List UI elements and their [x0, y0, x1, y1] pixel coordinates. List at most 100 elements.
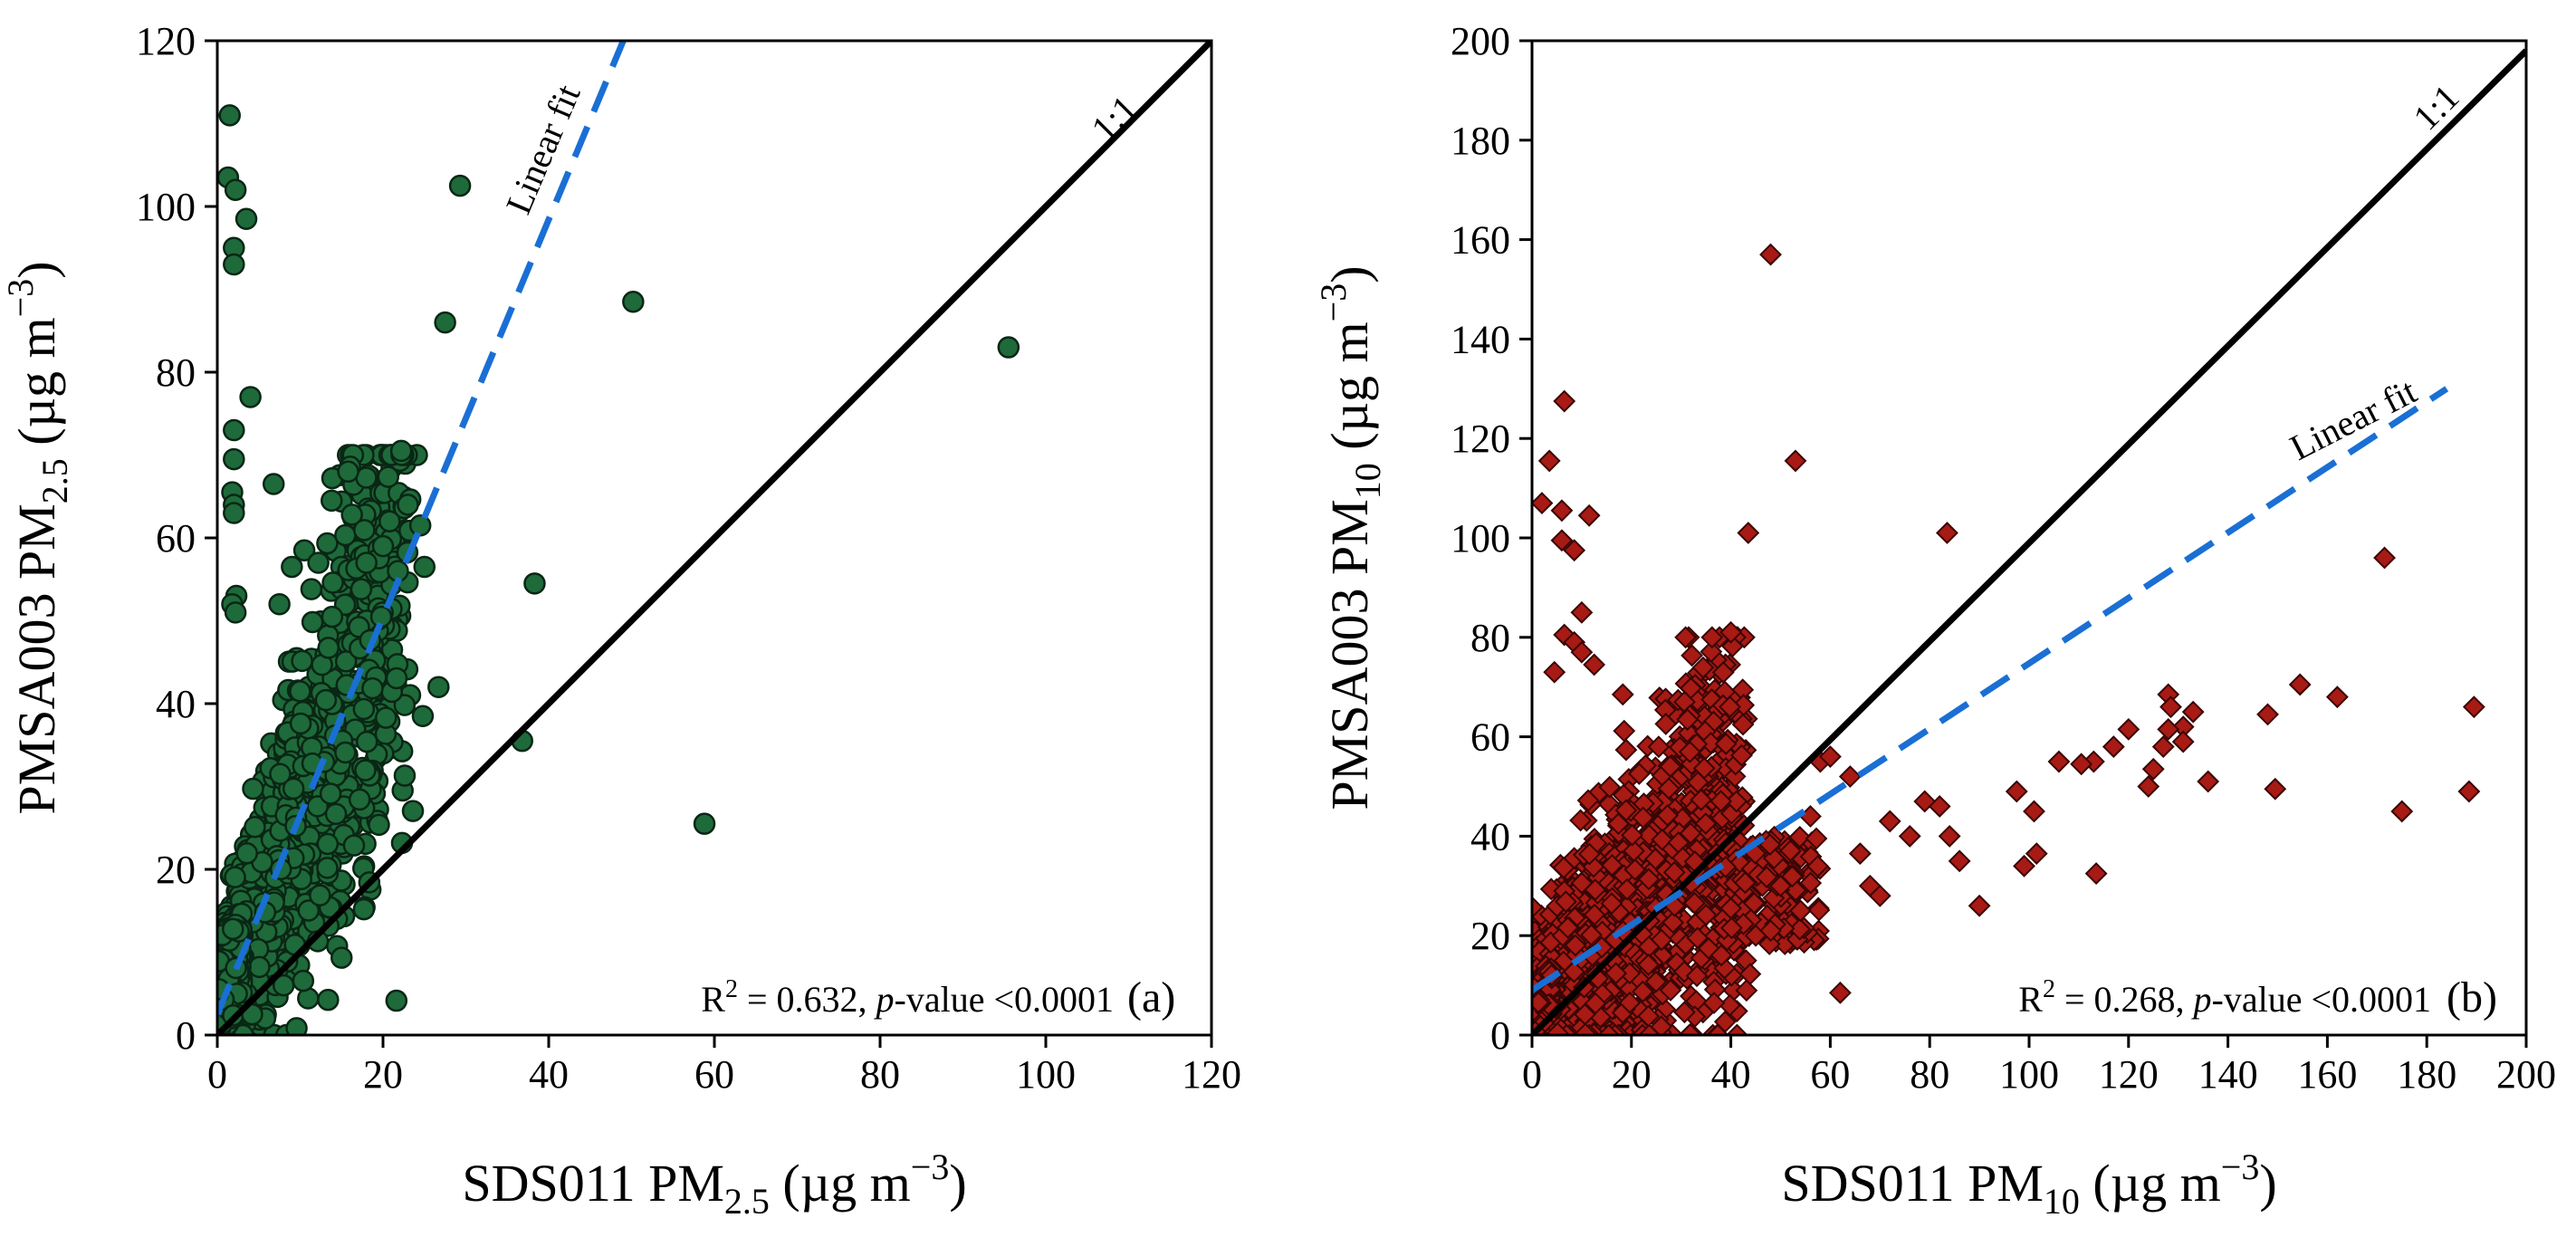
data-point: [1685, 964, 1709, 988]
data-point: [1615, 877, 1639, 901]
data-point: [401, 800, 425, 822]
data-point: [2390, 800, 2414, 823]
y-tick-label: 40: [156, 682, 196, 726]
data-point: [1702, 992, 1726, 1014]
panel-a-linear-fit-label: Linear fit: [498, 79, 589, 220]
data-point: [223, 502, 245, 524]
data-point: [1757, 932, 1781, 955]
data-point: [2325, 686, 2349, 709]
x-tick-label: 80: [860, 1052, 900, 1097]
data-point: [354, 759, 377, 782]
data-point: [1657, 777, 1681, 801]
data-point: [352, 697, 376, 721]
panel-b-points: [1532, 243, 2485, 1035]
x-tick-label: 0: [1522, 1052, 1542, 1097]
data-point: [224, 601, 247, 624]
data-point: [1676, 708, 1700, 732]
data-point: [314, 688, 338, 712]
data-point: [222, 917, 244, 941]
data-point: [2137, 775, 2160, 798]
data-point: [218, 104, 241, 127]
data-point: [2171, 730, 2195, 753]
data-point: [334, 650, 358, 673]
data-point: [352, 897, 376, 921]
data-point: [2197, 770, 2220, 793]
data-point: [1643, 848, 1667, 870]
x-tick-label: 140: [2198, 1052, 2258, 1097]
data-point: [1732, 694, 1756, 717]
y-tick-label: 160: [1451, 218, 1510, 263]
data-point: [289, 712, 312, 735]
data-point: [1613, 719, 1636, 743]
panel-a-one-to-one-label: 1:1: [1083, 87, 1144, 149]
data-point: [1627, 762, 1651, 785]
data-point: [1532, 991, 1550, 1014]
data-point: [1734, 871, 1757, 895]
data-point: [224, 178, 247, 201]
data-point: [1725, 1023, 1748, 1035]
y-tick-label: 100: [136, 185, 196, 229]
data-point: [1807, 898, 1831, 922]
x-tick-label: 60: [1810, 1052, 1850, 1097]
data-point: [2102, 735, 2125, 758]
data-point: [1714, 733, 1738, 755]
data-point: [1755, 866, 1778, 888]
data-point: [1556, 916, 1579, 939]
data-point: [1678, 740, 1701, 763]
data-point: [1711, 661, 1735, 684]
x-tick-label: 0: [207, 1052, 227, 1097]
data-point: [361, 676, 384, 700]
data-point: [1621, 823, 1643, 847]
panel-a-stats: R2 = 0.632, p-value <0.0001: [701, 975, 1114, 1020]
data-point: [1672, 1001, 1696, 1024]
linear-fit-line: [217, 41, 627, 1016]
data-point: [1651, 828, 1674, 851]
y-tick-label: 0: [1490, 1013, 1510, 1058]
data-point: [1659, 978, 1682, 1002]
data-point: [1583, 653, 1606, 676]
data-point: [242, 777, 264, 801]
data-point: [368, 813, 390, 837]
data-point: [1799, 805, 1822, 828]
data-point: [2047, 750, 2071, 773]
panel-b-x-axis-title: SDS011 PM10 (µg m−3): [1781, 1146, 2276, 1222]
data-point: [1848, 842, 1872, 866]
data-point: [1554, 890, 1577, 914]
data-point: [1720, 916, 1743, 940]
data-point: [2117, 717, 2140, 741]
data-point: [1583, 903, 1606, 926]
data-point: [1938, 824, 1961, 848]
panel-a-points: [217, 104, 1020, 1035]
data-point: [1600, 892, 1623, 916]
data-point: [1570, 600, 1594, 624]
data-point: [353, 519, 376, 542]
data-point: [1563, 539, 1586, 562]
data-point: [300, 578, 323, 600]
data-point: [350, 578, 373, 600]
y-tick-label: 60: [156, 516, 196, 561]
data-point: [997, 336, 1020, 359]
data-point: [1948, 849, 1971, 873]
data-point: [1590, 935, 1614, 959]
data-point: [1546, 1021, 1569, 1035]
data-point: [319, 782, 342, 805]
data-point: [244, 815, 266, 839]
data-point: [1690, 788, 1713, 811]
data-point: [1618, 991, 1642, 1014]
data-point: [289, 680, 311, 703]
data-point: [1725, 790, 1748, 813]
data-point: [1719, 897, 1743, 920]
data-point: [1723, 765, 1747, 788]
data-point: [427, 676, 450, 698]
data-point: [1577, 842, 1601, 866]
data-point: [1569, 809, 1593, 832]
data-point: [1659, 755, 1682, 778]
x-tick-label: 180: [2397, 1052, 2456, 1097]
data-point: [223, 447, 245, 471]
data-point: [448, 174, 472, 197]
data-point: [622, 290, 645, 313]
y-tick-label: 180: [1451, 119, 1510, 163]
panel-b-lines: [1532, 48, 2526, 1035]
data-point: [393, 694, 417, 716]
data-point: [297, 899, 321, 922]
